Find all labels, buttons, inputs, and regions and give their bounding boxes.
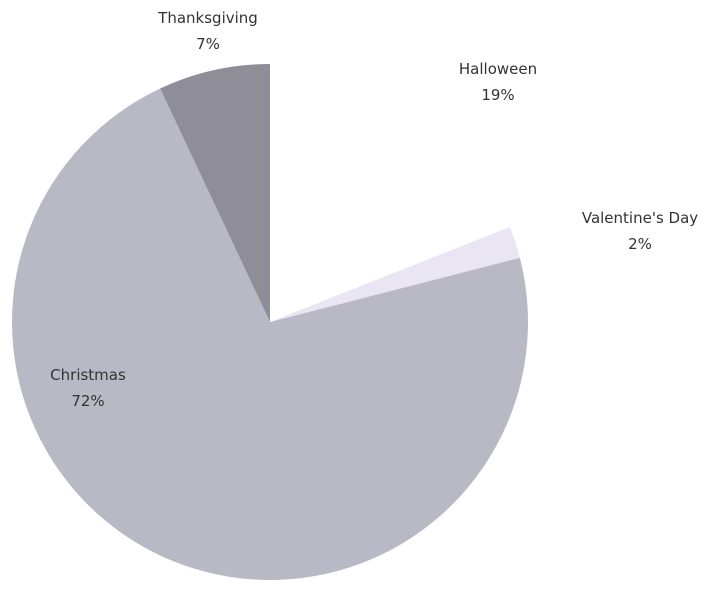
pie-labels: Halloween 19% Valentine's Day 2% Christmas 72…	[50, 9, 698, 410]
slice-label-halloween: Halloween	[459, 60, 537, 78]
slice-label-christmas: Christmas	[50, 366, 126, 384]
slice-value-valentine-s-day: 2%	[628, 235, 652, 253]
slice-label-thanksgiving: Thanksgiving	[157, 9, 258, 27]
slice-value-christmas: 72%	[71, 392, 104, 410]
pie-slice-valentine-s-day	[270, 227, 520, 322]
pie-slice-thanksgiving	[160, 64, 270, 322]
pie-slices	[11, 64, 528, 580]
pie-slice-christmas	[11, 88, 528, 580]
slice-label-valentine-s-day: Valentine's Day	[582, 209, 698, 227]
slice-value-halloween: 19%	[481, 86, 514, 104]
slice-value-thanksgiving: 7%	[196, 35, 220, 53]
pie-slice-halloween	[270, 64, 510, 322]
